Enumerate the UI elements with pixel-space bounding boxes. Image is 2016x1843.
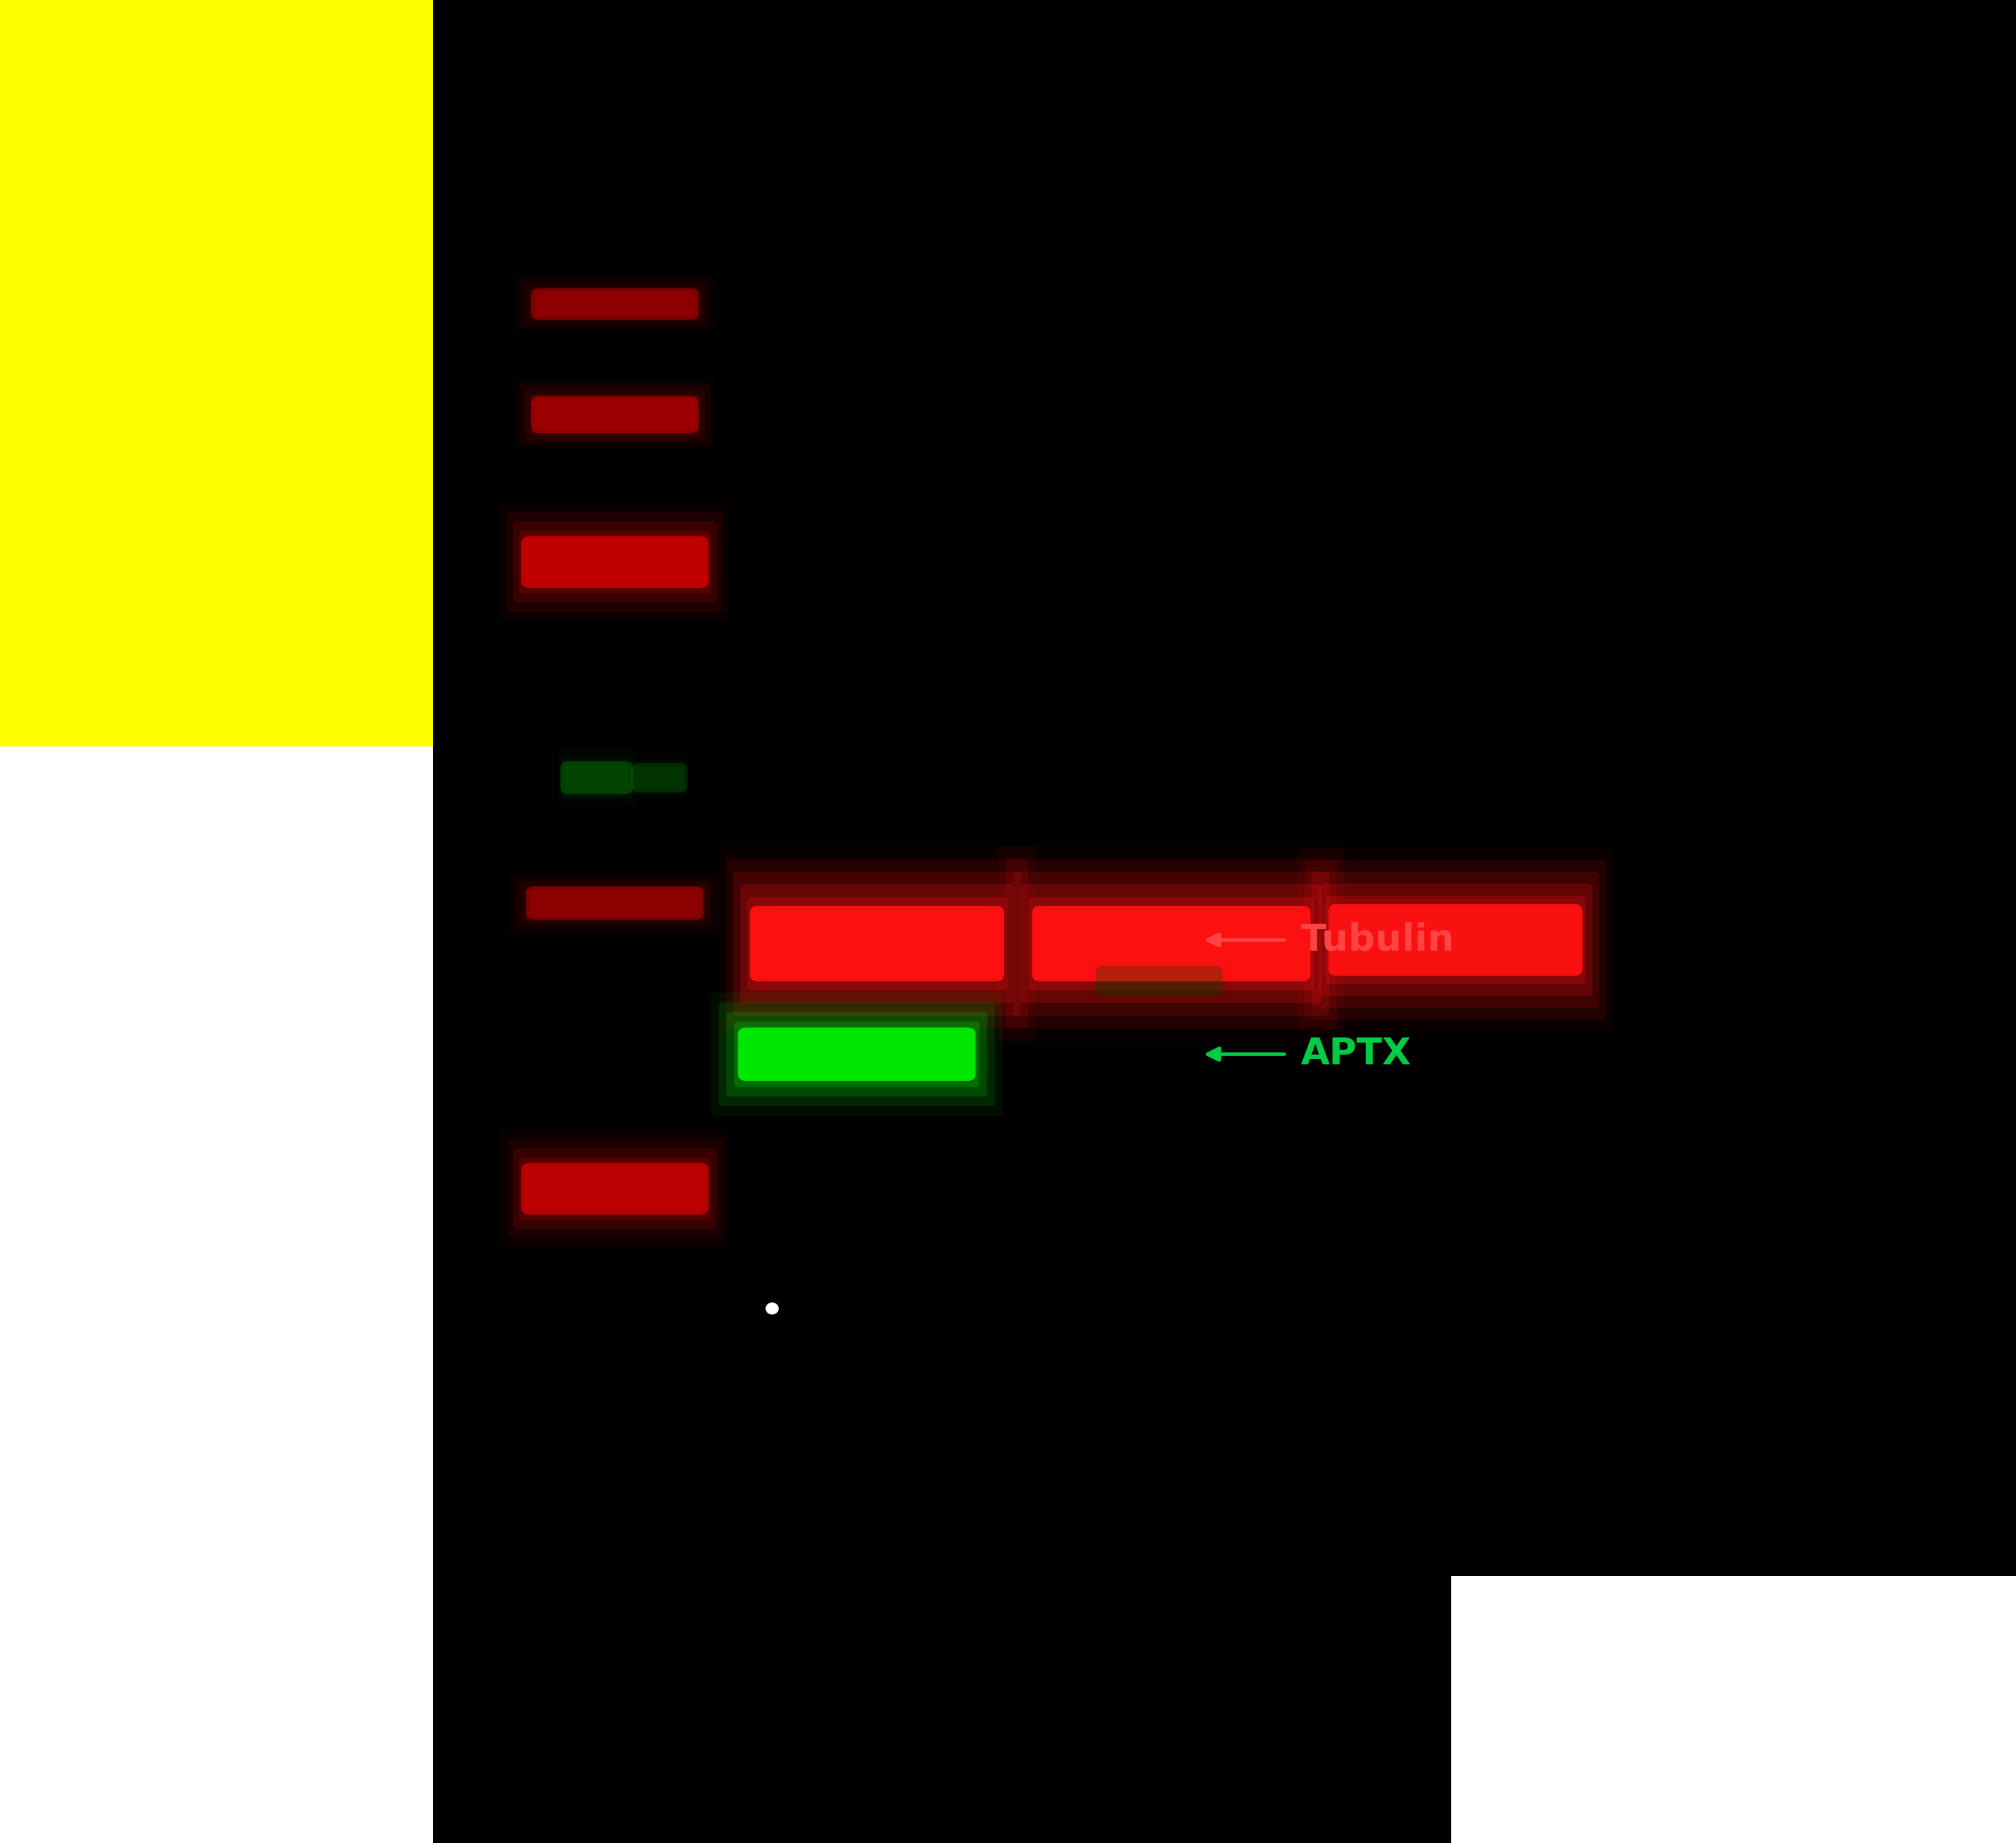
FancyBboxPatch shape: [1020, 885, 1322, 1003]
FancyBboxPatch shape: [520, 536, 710, 588]
FancyBboxPatch shape: [1006, 859, 1337, 1028]
FancyBboxPatch shape: [508, 1139, 722, 1238]
FancyBboxPatch shape: [520, 383, 710, 446]
FancyBboxPatch shape: [524, 284, 706, 324]
FancyBboxPatch shape: [530, 890, 700, 916]
FancyBboxPatch shape: [536, 400, 694, 429]
FancyBboxPatch shape: [532, 396, 700, 433]
FancyBboxPatch shape: [530, 288, 700, 321]
FancyBboxPatch shape: [558, 750, 635, 805]
FancyBboxPatch shape: [740, 885, 1014, 1003]
FancyBboxPatch shape: [726, 859, 1028, 1028]
FancyBboxPatch shape: [1312, 872, 1599, 1008]
FancyBboxPatch shape: [712, 992, 1002, 1117]
FancyBboxPatch shape: [1093, 964, 1226, 997]
FancyBboxPatch shape: [738, 1028, 976, 1080]
FancyBboxPatch shape: [564, 765, 629, 791]
FancyBboxPatch shape: [560, 757, 633, 798]
FancyBboxPatch shape: [1014, 872, 1329, 1015]
FancyBboxPatch shape: [734, 872, 1020, 1015]
FancyBboxPatch shape: [1028, 898, 1314, 990]
FancyBboxPatch shape: [748, 898, 1006, 990]
FancyBboxPatch shape: [524, 389, 706, 440]
FancyBboxPatch shape: [524, 540, 706, 584]
FancyBboxPatch shape: [514, 877, 716, 929]
FancyBboxPatch shape: [524, 1167, 706, 1211]
Text: Tubulin: Tubulin: [1300, 922, 1454, 958]
FancyBboxPatch shape: [508, 512, 722, 612]
FancyBboxPatch shape: [514, 522, 716, 603]
FancyBboxPatch shape: [520, 280, 710, 328]
Polygon shape: [433, 0, 2016, 1843]
FancyBboxPatch shape: [1318, 885, 1593, 995]
FancyBboxPatch shape: [526, 886, 704, 920]
FancyBboxPatch shape: [1036, 910, 1306, 977]
Bar: [1875, 0, 2016, 120]
FancyBboxPatch shape: [1032, 905, 1310, 980]
FancyBboxPatch shape: [520, 1163, 710, 1215]
FancyBboxPatch shape: [560, 761, 633, 794]
FancyBboxPatch shape: [1329, 905, 1583, 977]
FancyBboxPatch shape: [635, 767, 683, 789]
FancyBboxPatch shape: [530, 394, 700, 435]
FancyBboxPatch shape: [1304, 861, 1607, 1019]
Bar: [0, 0, 433, 746]
FancyBboxPatch shape: [524, 885, 706, 920]
FancyBboxPatch shape: [631, 763, 687, 792]
FancyBboxPatch shape: [532, 288, 700, 319]
Text: APTX: APTX: [1300, 1036, 1411, 1073]
FancyBboxPatch shape: [1327, 896, 1585, 984]
FancyBboxPatch shape: [514, 1148, 716, 1229]
FancyBboxPatch shape: [742, 1030, 972, 1076]
FancyBboxPatch shape: [633, 761, 685, 794]
FancyBboxPatch shape: [754, 910, 1000, 977]
Bar: [0, 746, 433, 1843]
Circle shape: [766, 1303, 778, 1314]
FancyBboxPatch shape: [750, 905, 1004, 980]
FancyBboxPatch shape: [1101, 969, 1218, 992]
FancyBboxPatch shape: [502, 503, 728, 621]
FancyBboxPatch shape: [520, 531, 710, 593]
Bar: [1452, 1576, 2016, 1843]
FancyBboxPatch shape: [1095, 966, 1222, 995]
FancyBboxPatch shape: [1333, 909, 1579, 973]
FancyBboxPatch shape: [718, 1003, 996, 1106]
FancyBboxPatch shape: [726, 1012, 988, 1097]
FancyBboxPatch shape: [518, 881, 712, 925]
FancyBboxPatch shape: [536, 291, 694, 317]
FancyBboxPatch shape: [520, 1157, 710, 1220]
FancyBboxPatch shape: [734, 1021, 980, 1087]
